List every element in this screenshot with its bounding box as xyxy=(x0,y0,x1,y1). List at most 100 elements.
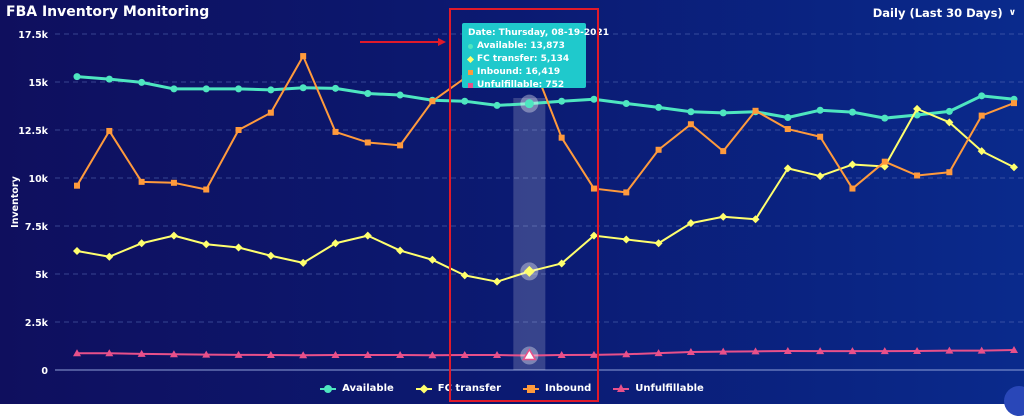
data-point xyxy=(202,350,211,358)
y-tick-label: 15k xyxy=(28,78,48,89)
legend-swatch xyxy=(320,384,337,393)
line-chart: 0 2.5k 5k 7.5k 10k 12.5k 15k 17.5k Inventory xyxy=(10,33,1024,377)
data-point xyxy=(363,351,372,359)
page-title: FBA Inventory Monitoring xyxy=(6,4,210,20)
data-point xyxy=(138,78,146,86)
data-point xyxy=(234,243,243,252)
tooltip-date: Date: Thursday, 08-19-2021 xyxy=(468,28,609,38)
data-point xyxy=(654,239,663,248)
data-point xyxy=(977,346,986,354)
data-point xyxy=(752,107,759,114)
data-point xyxy=(266,351,275,359)
data-point xyxy=(332,128,339,135)
data-point xyxy=(590,185,597,192)
legend-item-available[interactable]: Available xyxy=(320,383,394,394)
data-point xyxy=(73,349,81,357)
data-point xyxy=(138,178,145,185)
legend-swatch xyxy=(523,384,540,393)
legend-marker xyxy=(324,384,333,393)
data-point xyxy=(169,350,178,358)
data-point xyxy=(848,347,857,355)
legend-item-fc-transfer[interactable]: FC transfer xyxy=(415,383,502,394)
data-point xyxy=(913,346,922,354)
data-point xyxy=(945,346,954,354)
period-dropdown[interactable]: Daily (Last 30 Days) ∨ xyxy=(873,6,1016,20)
data-point xyxy=(557,259,566,268)
data-point xyxy=(783,346,792,354)
y-tick-label: 7.5k xyxy=(25,222,49,233)
data-point xyxy=(816,347,825,355)
legend-item-unfulfillable[interactable]: Unfulfillable xyxy=(613,383,704,394)
legend-marker xyxy=(527,384,536,393)
data-point xyxy=(751,347,760,355)
y-tick-label: 0 xyxy=(41,366,48,377)
data-point xyxy=(816,106,824,114)
chart-legend: Available FC transfer Inbound Unfulfillable xyxy=(0,383,1024,394)
data-point xyxy=(783,164,792,173)
data-point xyxy=(655,103,663,111)
data-point xyxy=(784,114,792,122)
data-point xyxy=(1010,163,1018,172)
legend-label: FC transfer xyxy=(437,383,502,394)
data-point xyxy=(978,92,986,100)
data-point xyxy=(946,169,953,176)
data-point xyxy=(235,127,242,133)
data-point xyxy=(105,349,114,357)
legend-swatch xyxy=(613,383,630,392)
data-point xyxy=(267,109,274,116)
series-line-fc-transfer xyxy=(76,107,1015,283)
data-point xyxy=(784,126,791,133)
data-point xyxy=(558,97,566,105)
data-point xyxy=(364,139,371,146)
data-point xyxy=(686,219,695,228)
data-point xyxy=(137,239,146,248)
data-point xyxy=(881,114,889,122)
tooltip-available: Available: 13,873 xyxy=(468,40,580,53)
data-point xyxy=(73,73,81,81)
data-point xyxy=(589,231,598,240)
series-line-inbound xyxy=(76,53,1015,194)
avatar[interactable] xyxy=(1004,386,1024,416)
data-point xyxy=(623,189,630,196)
series-line-available xyxy=(76,75,1015,120)
legend-label: Available xyxy=(342,383,394,394)
data-point xyxy=(719,109,727,117)
data-point xyxy=(557,351,566,359)
data-point xyxy=(1010,346,1018,354)
data-point xyxy=(299,351,308,359)
data-point xyxy=(589,350,598,358)
data-point xyxy=(396,246,405,255)
data-point xyxy=(202,240,211,249)
data-point xyxy=(881,158,888,165)
data-point xyxy=(331,351,340,359)
data-point xyxy=(428,255,437,264)
data-point xyxy=(751,215,760,224)
legend-marker xyxy=(617,383,626,392)
data-point xyxy=(202,85,210,93)
data-point xyxy=(558,134,565,141)
tooltip-inbound: Inbound: 16,419 xyxy=(468,66,580,79)
data-point xyxy=(848,160,857,169)
data-point xyxy=(524,99,534,109)
series-line-unfulfillable xyxy=(77,349,1015,357)
y-axis-label: Inventory xyxy=(10,175,21,227)
data-point xyxy=(363,231,372,240)
chevron-down-icon: ∨ xyxy=(1008,8,1016,18)
data-point xyxy=(493,277,502,286)
legend-item-inbound[interactable]: Inbound xyxy=(523,383,591,394)
data-point xyxy=(105,75,113,83)
tooltip-unfulfillable: Unfulfillable: 752 xyxy=(468,79,580,92)
data-point xyxy=(720,148,727,155)
data-point xyxy=(299,258,308,267)
data-point xyxy=(719,212,728,221)
data-point xyxy=(169,231,178,240)
data-point xyxy=(687,108,695,116)
y-tick-label: 10k xyxy=(28,174,48,185)
data-point xyxy=(816,172,825,181)
legend-label: Inbound xyxy=(545,383,592,394)
y-tick-label: 5k xyxy=(35,270,49,281)
data-point xyxy=(74,182,80,189)
data-point xyxy=(977,147,986,156)
data-point xyxy=(945,118,954,127)
tooltip-fc-transfer: FC transfer: 5,134 xyxy=(466,53,580,66)
